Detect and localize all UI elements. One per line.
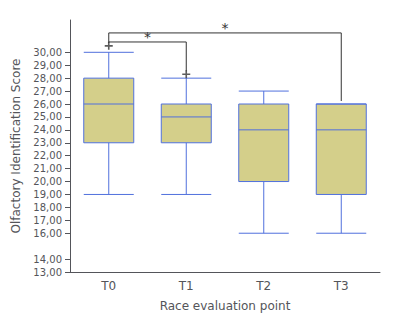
svg-text:30,00: 30,00: [33, 47, 62, 58]
svg-text:14,00: 14,00: [33, 254, 62, 265]
svg-text:26,00: 26,00: [33, 99, 62, 110]
svg-text:T1: T1: [178, 279, 194, 293]
svg-text:22,00: 22,00: [33, 150, 62, 161]
svg-text:20,00: 20,00: [33, 176, 62, 187]
svg-text:28,00: 28,00: [33, 73, 62, 84]
svg-text:21,00: 21,00: [33, 163, 62, 174]
svg-text:17,00: 17,00: [33, 215, 62, 226]
svg-text:*: *: [144, 29, 151, 45]
svg-text:Race evaluation point: Race evaluation point: [160, 299, 291, 313]
svg-text:24,00: 24,00: [33, 124, 62, 135]
svg-text:T0: T0: [100, 279, 116, 293]
svg-text:*: *: [222, 20, 229, 36]
svg-text:18,00: 18,00: [33, 202, 62, 213]
svg-text:29,00: 29,00: [33, 60, 62, 71]
svg-text:T3: T3: [333, 279, 349, 293]
svg-text:27,00: 27,00: [33, 86, 62, 97]
svg-text:16,00: 16,00: [33, 228, 62, 239]
svg-text:19,00: 19,00: [33, 189, 62, 200]
svg-text:T2: T2: [255, 279, 271, 293]
svg-text:Olfactory Identification Score: Olfactory Identification Score: [9, 59, 23, 234]
svg-text:13,00: 13,00: [33, 267, 62, 278]
svg-text:23,00: 23,00: [33, 137, 62, 148]
svg-text:25,00: 25,00: [33, 111, 62, 122]
